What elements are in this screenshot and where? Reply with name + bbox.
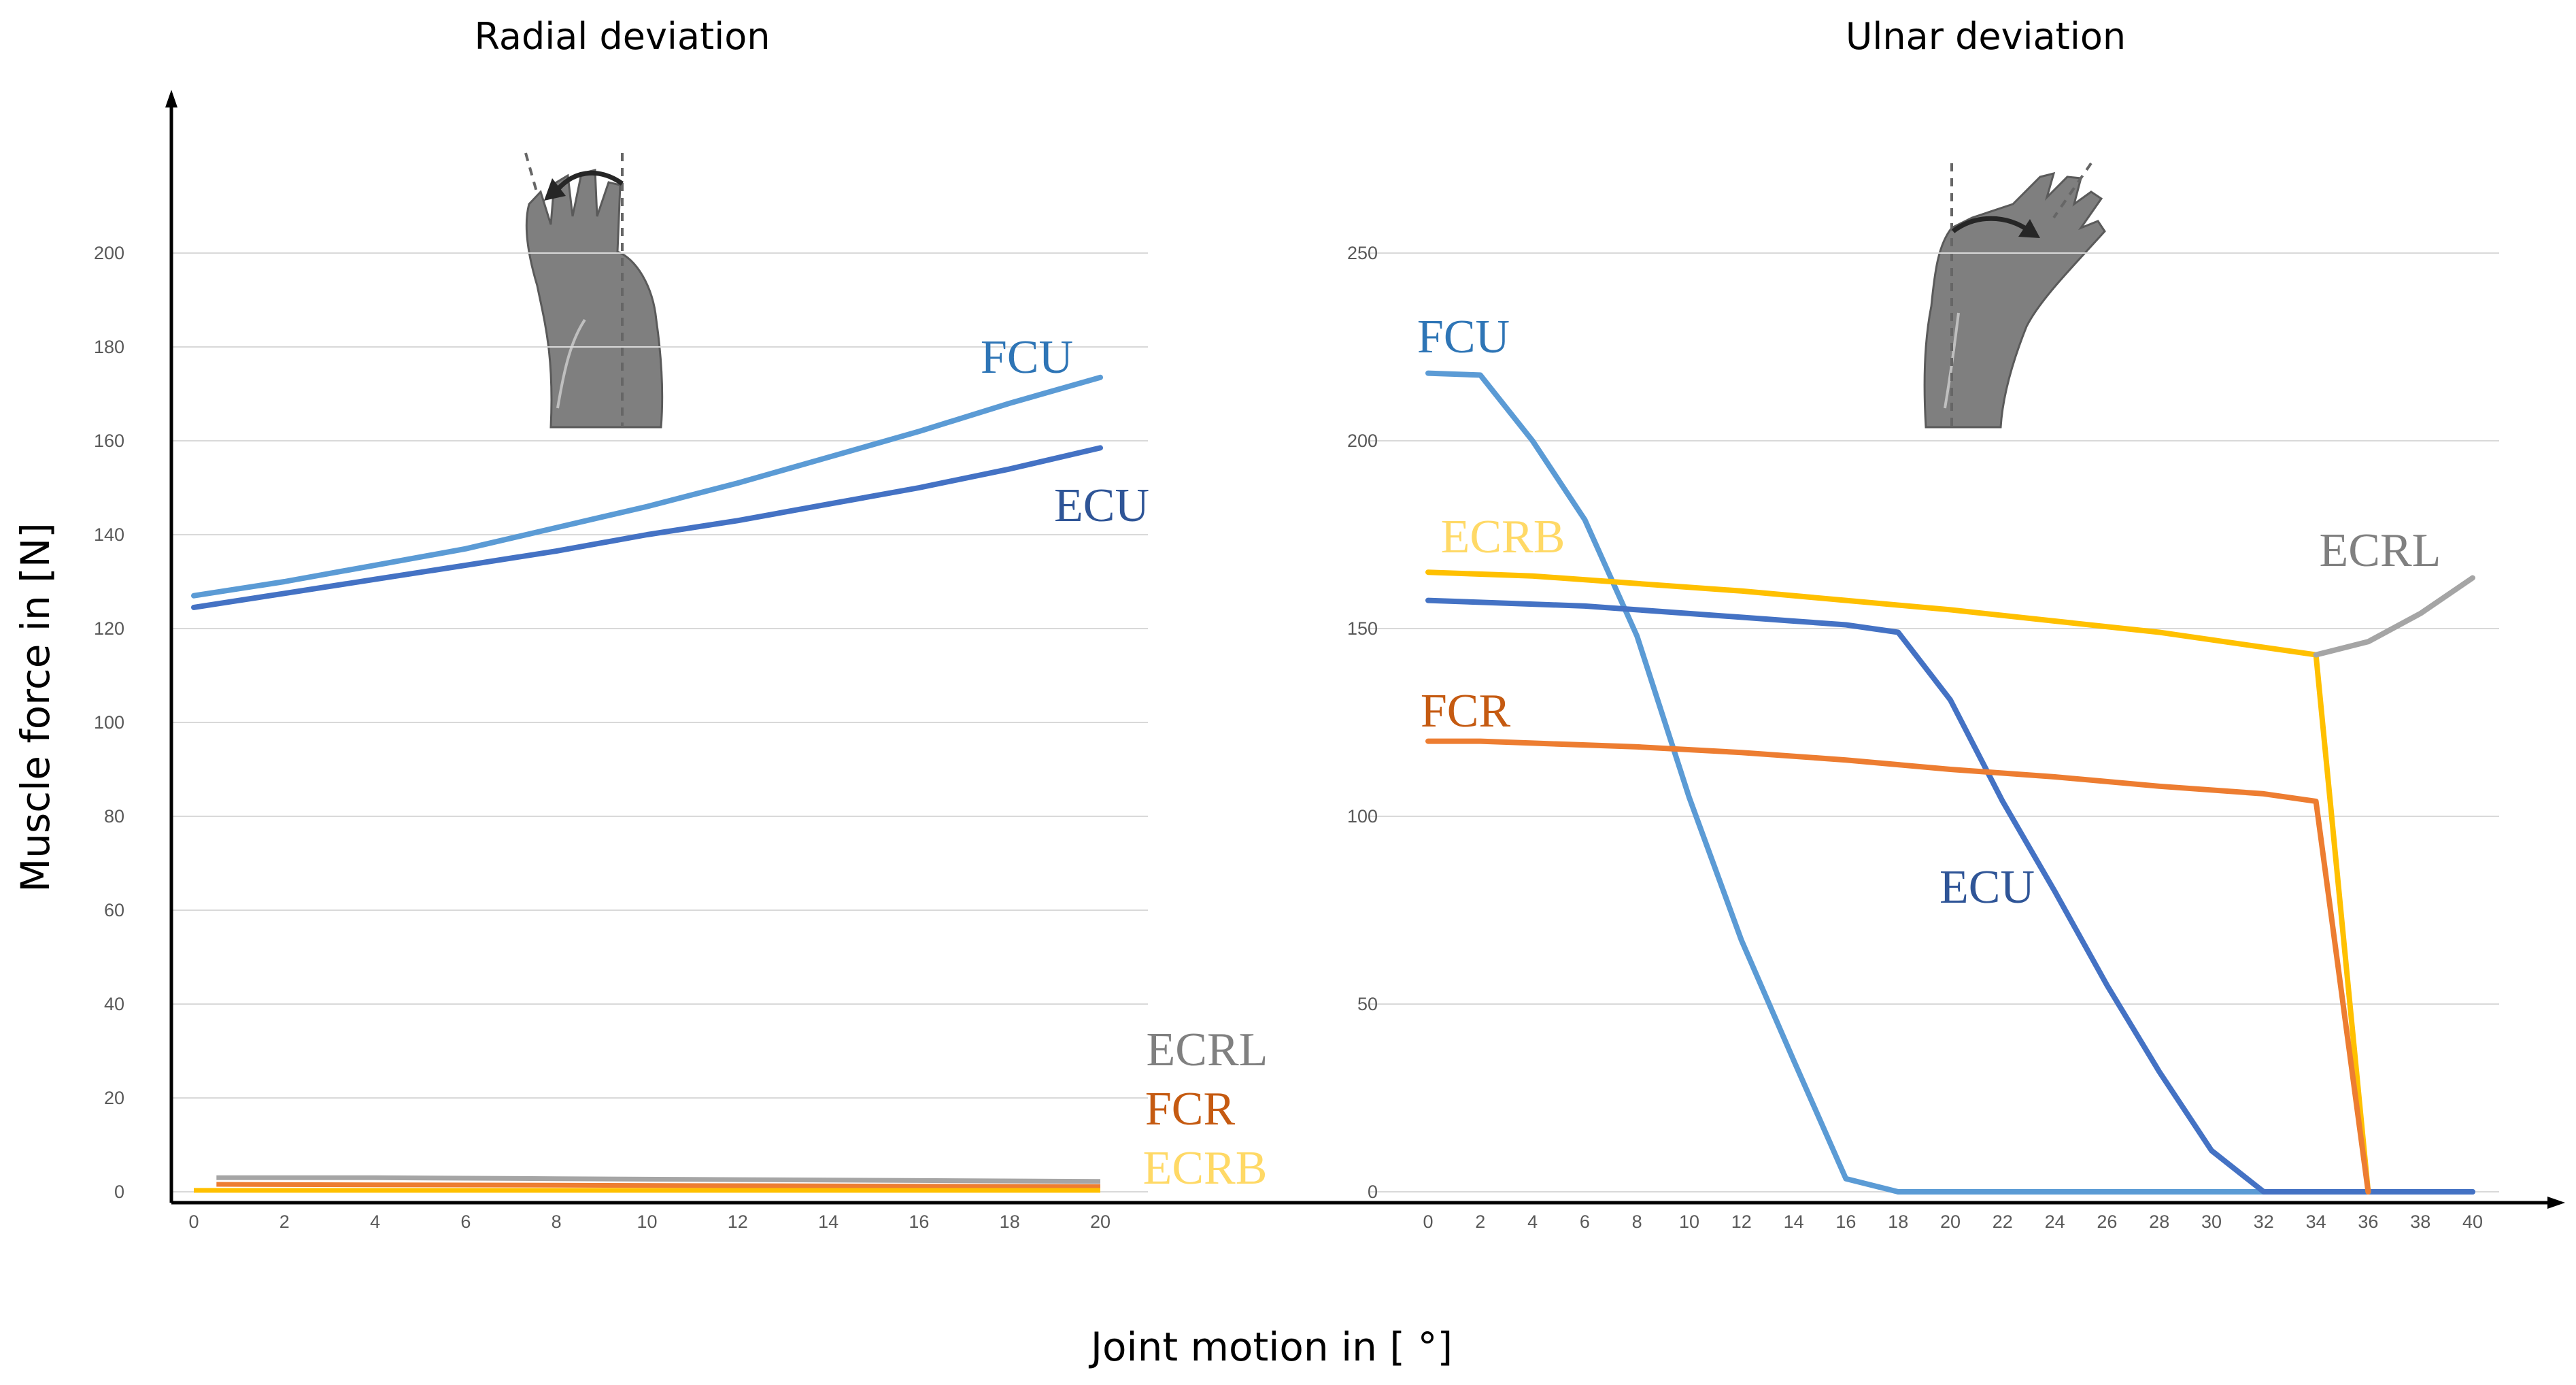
series-label-ulnar-ecu: ECU (1939, 861, 2035, 914)
x-tick-radial-4: 4 (370, 1212, 380, 1232)
x-tick-ulnar-38: 38 (2410, 1212, 2430, 1232)
series-line-radial-fcr (216, 1182, 1101, 1189)
x-tick-ulnar-4: 4 (1527, 1212, 1538, 1232)
series-label-radial-ecu: ECU (1054, 480, 1149, 532)
x-tick-ulnar-36: 36 (2358, 1212, 2378, 1232)
y-tick-ulnar-50: 50 (1357, 994, 1378, 1014)
y-tick-radial-180: 180 (94, 337, 124, 357)
x-tick-ulnar-6: 6 (1580, 1212, 1590, 1232)
y-tick-radial-120: 120 (94, 618, 124, 639)
x-tick-radial-18: 18 (1000, 1212, 1020, 1232)
x-tick-radial-20: 20 (1090, 1212, 1111, 1232)
series-label-ulnar-fcr: FCR (1421, 685, 1511, 737)
y-tick-radial-200: 200 (94, 243, 124, 263)
chart-radial-deviation: 0 20 40 60 80 100 120 140 160 180 200 0 2 4 6 8 10 12 14 16… (94, 243, 1268, 1232)
y-tick-radial-160: 160 (94, 431, 124, 451)
series-line-ulnar-ecrl (2313, 575, 2475, 658)
x-tick-radial-2: 2 (279, 1212, 290, 1232)
series-line-radial-ecu (191, 445, 1103, 610)
x-tick-ulnar-24: 24 (2045, 1212, 2065, 1232)
y-tick-ulnar-200: 200 (1347, 431, 1378, 451)
y-tick-radial-140: 140 (94, 524, 124, 545)
series-label-radial-fcu: FCU (981, 331, 1073, 384)
x-axis-label: Joint motion in [ °] (1089, 1324, 1453, 1370)
chart-title-ulnar: Ulnar deviation (1846, 15, 2126, 58)
x-tick-ulnar-0: 0 (1423, 1212, 1433, 1232)
series-label-radial-ecrl: ECRL (1147, 1024, 1268, 1076)
hand-radial-deviation-icon (524, 152, 664, 429)
x-tick-ulnar-18: 18 (1888, 1212, 1908, 1232)
y-axis-arrow (165, 90, 177, 107)
series-line-radial-fcu (191, 374, 1103, 599)
series-line-ulnar-fcr (1425, 738, 2371, 1195)
x-tick-ulnar-26: 26 (2097, 1212, 2117, 1232)
y-axis-label: Muscle force in [N] (12, 522, 58, 892)
y-tick-ulnar-100: 100 (1347, 806, 1378, 827)
x-tick-ulnar-22: 22 (1993, 1212, 2013, 1232)
x-tick-ulnar-10: 10 (1679, 1212, 1699, 1232)
x-tick-radial-0: 0 (188, 1212, 199, 1232)
y-tick-radial-80: 80 (104, 806, 124, 827)
series-line-ulnar-fcu (1425, 370, 2475, 1195)
series-label-ulnar-ecrl: ECRL (2320, 524, 2441, 577)
series-label-radial-ecrb: ECRB (1143, 1142, 1268, 1195)
x-tick-ulnar-32: 32 (2254, 1212, 2274, 1232)
x-tick-radial-10: 10 (637, 1212, 657, 1232)
x-tick-ulnar-34: 34 (2306, 1212, 2326, 1232)
x-tick-ulnar-40: 40 (2462, 1212, 2483, 1232)
x-axis-arrow (2547, 1197, 2565, 1209)
y-tick-radial-40: 40 (104, 994, 124, 1014)
x-tick-ulnar-28: 28 (2149, 1212, 2169, 1232)
y-tick-radial-60: 60 (104, 900, 124, 920)
x-tick-radial-14: 14 (818, 1212, 838, 1232)
series-label-radial-fcr: FCR (1145, 1083, 1236, 1135)
x-tick-ulnar-14: 14 (1784, 1212, 1804, 1232)
x-tick-ulnar-8: 8 (1632, 1212, 1642, 1232)
x-tick-radial-8: 8 (552, 1212, 562, 1232)
x-tick-ulnar-2: 2 (1475, 1212, 1485, 1232)
y-tick-ulnar-0: 0 (1368, 1182, 1378, 1202)
x-tick-ulnar-12: 12 (1731, 1212, 1752, 1232)
x-tick-radial-6: 6 (460, 1212, 471, 1232)
series-label-ulnar-fcu: FCU (1417, 311, 1510, 363)
y-tick-radial-100: 100 (94, 712, 124, 733)
x-tick-ulnar-30: 30 (2201, 1212, 2222, 1232)
chart-title-radial: Radial deviation (475, 15, 770, 58)
series-label-ulnar-ecrb: ECRB (1441, 511, 1565, 563)
series-line-radial-ecrl (216, 1175, 1101, 1184)
x-tick-radial-12: 12 (728, 1212, 748, 1232)
y-tick-radial-0: 0 (114, 1182, 124, 1202)
x-tick-ulnar-20: 20 (1940, 1212, 1961, 1232)
y-tick-ulnar-150: 150 (1347, 618, 1378, 639)
y-tick-radial-20: 20 (104, 1088, 124, 1108)
x-tick-radial-16: 16 (909, 1212, 929, 1232)
y-tick-ulnar-250: 250 (1347, 243, 1378, 263)
series-line-ulnar-ecrb (1425, 569, 2371, 1195)
hand-ulnar-deviation-icon (1923, 162, 2106, 429)
x-tick-ulnar-16: 16 (1835, 1212, 1856, 1232)
series-line-ulnar-ecu (1425, 597, 2475, 1195)
